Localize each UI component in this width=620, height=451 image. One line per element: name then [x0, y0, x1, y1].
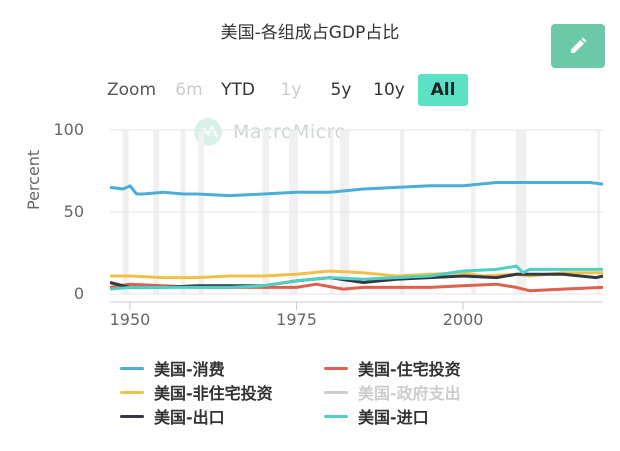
legend-swatch — [324, 390, 348, 394]
legend-label: 美国-消费 — [154, 360, 225, 379]
legend-item-4[interactable]: 美国-出口 — [120, 404, 225, 428]
zoom-button-ytd[interactable]: YTD — [221, 80, 255, 100]
legend-label: 美国-出口 — [154, 408, 225, 427]
legend-label: 美国-住宅投资 — [358, 360, 461, 379]
legend-label: 美国-非住宅投资 — [154, 384, 273, 403]
legend-swatch — [324, 414, 348, 418]
x-tick-label: 1975 — [276, 310, 317, 329]
y-tick-label: 0 — [73, 284, 84, 303]
legend-item-0[interactable]: 美国-消费 — [120, 356, 225, 380]
legend-item-2[interactable]: 美国-非住宅投资 — [120, 380, 273, 404]
series-line-0[interactable] — [109, 181, 604, 198]
legend-swatch — [120, 390, 144, 394]
legend-swatch — [324, 366, 348, 370]
legend-swatch — [120, 366, 144, 370]
legend-label: 美国-进口 — [358, 408, 429, 427]
chart-title: 美国-各组成占GDP占比 — [220, 23, 400, 43]
zoom-button-1y[interactable]: 1y — [280, 80, 302, 100]
edit-button[interactable] — [551, 24, 605, 68]
legend-swatch — [120, 414, 144, 418]
legend-item-5[interactable]: 美国-进口 — [324, 404, 429, 428]
zoom-label: Zoom — [107, 80, 157, 100]
x-tick-label: 1950 — [109, 310, 151, 329]
zoom-button-5y[interactable]: 5y — [330, 80, 352, 100]
legend-item-3[interactable]: 美国-政府支出 — [324, 380, 461, 404]
y-tick-label: 50 — [63, 202, 84, 221]
x-tick-label: 2000 — [442, 310, 484, 329]
zoom-button-6m[interactable]: 6m — [175, 80, 203, 100]
legend-item-1[interactable]: 美国-住宅投资 — [324, 356, 461, 380]
zoom-button-all[interactable]: All — [418, 74, 468, 106]
zoom-button-10y[interactable]: 10y — [373, 80, 405, 100]
y-tick-label: 100 — [53, 120, 84, 139]
series-line-5[interactable] — [109, 264, 603, 291]
legend-label: 美国-政府支出 — [358, 384, 461, 403]
pencil-icon — [571, 37, 587, 53]
